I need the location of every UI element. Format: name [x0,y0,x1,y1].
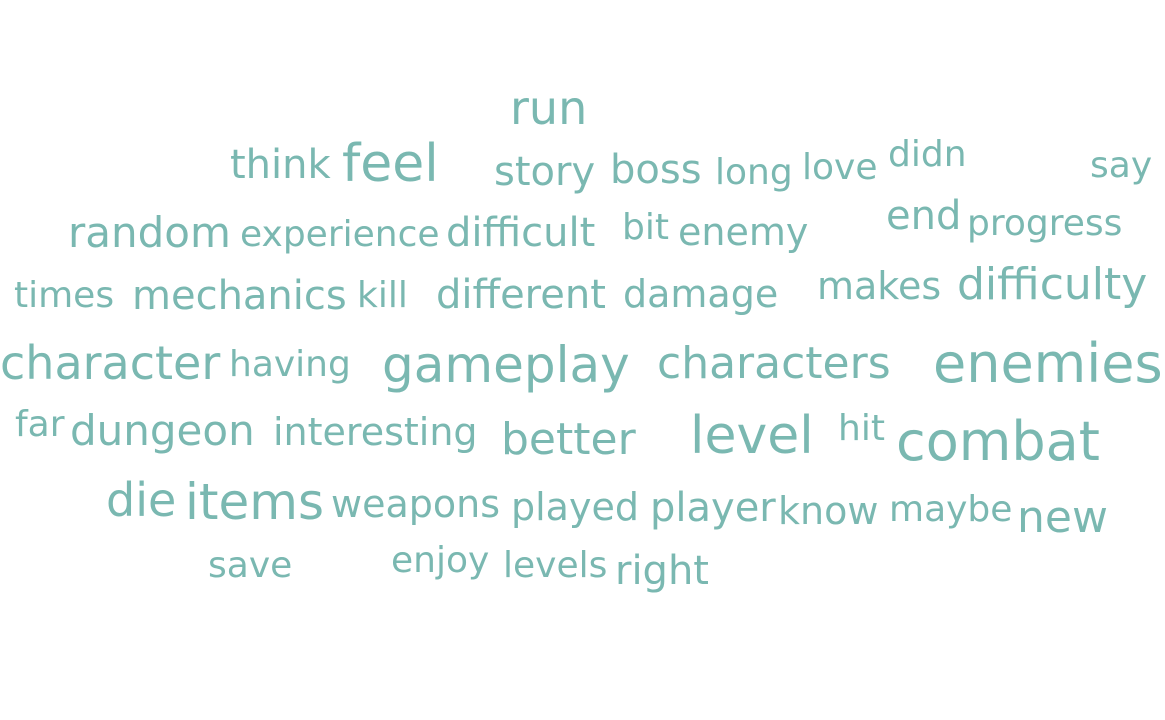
word-right: right [615,548,709,594]
word-bit: bit [622,207,669,248]
word-die: die [106,473,177,527]
word-level: level [690,406,814,466]
word-story: story [494,149,596,195]
word-gameplay: gameplay [382,336,630,394]
word-run: run [510,81,588,135]
word-long: long [715,152,793,193]
word-save: save [208,545,293,586]
word-characters: characters [657,338,891,389]
word-weapons: weapons [331,482,500,526]
word-progress: progress [967,203,1123,244]
word-times: times [14,275,115,316]
word-damage: damage [623,272,779,316]
word-kill: kill [357,275,408,316]
word-feel: feel [342,134,439,194]
word-experience: experience [240,214,440,255]
word-enjoy: enjoy [391,540,490,581]
word-levels: levels [503,545,608,586]
word-better: better [501,414,636,465]
word-makes: makes [817,264,942,308]
word-different: different [436,272,606,318]
word-dungeon: dungeon [70,406,255,455]
word-enemies: enemies [933,332,1163,395]
word-hit: hit [838,408,885,449]
word-boss: boss [610,147,702,193]
word-enemy: enemy [678,210,809,254]
word-having: having [229,344,351,385]
word-think: think [230,142,331,188]
word-items: items [185,473,325,531]
word-new: new [1017,492,1108,543]
word-love: love [802,147,878,188]
word-difficult: difficult [446,210,596,256]
word-didn: didn [888,134,967,175]
word-far: far [15,404,65,445]
word-played: played [511,485,639,529]
word-random: random [68,208,231,257]
word-character: character [0,336,221,390]
word-know: know [778,489,879,533]
word-maybe: maybe [889,489,1013,530]
word-say: say [1090,145,1153,186]
word-mechanics: mechanics [132,273,347,319]
word-combat: combat [896,410,1100,473]
word-player: player [650,485,776,531]
word-difficulty: difficulty [957,259,1148,310]
word-interesting: interesting [273,410,478,454]
word-end: end [886,193,962,239]
